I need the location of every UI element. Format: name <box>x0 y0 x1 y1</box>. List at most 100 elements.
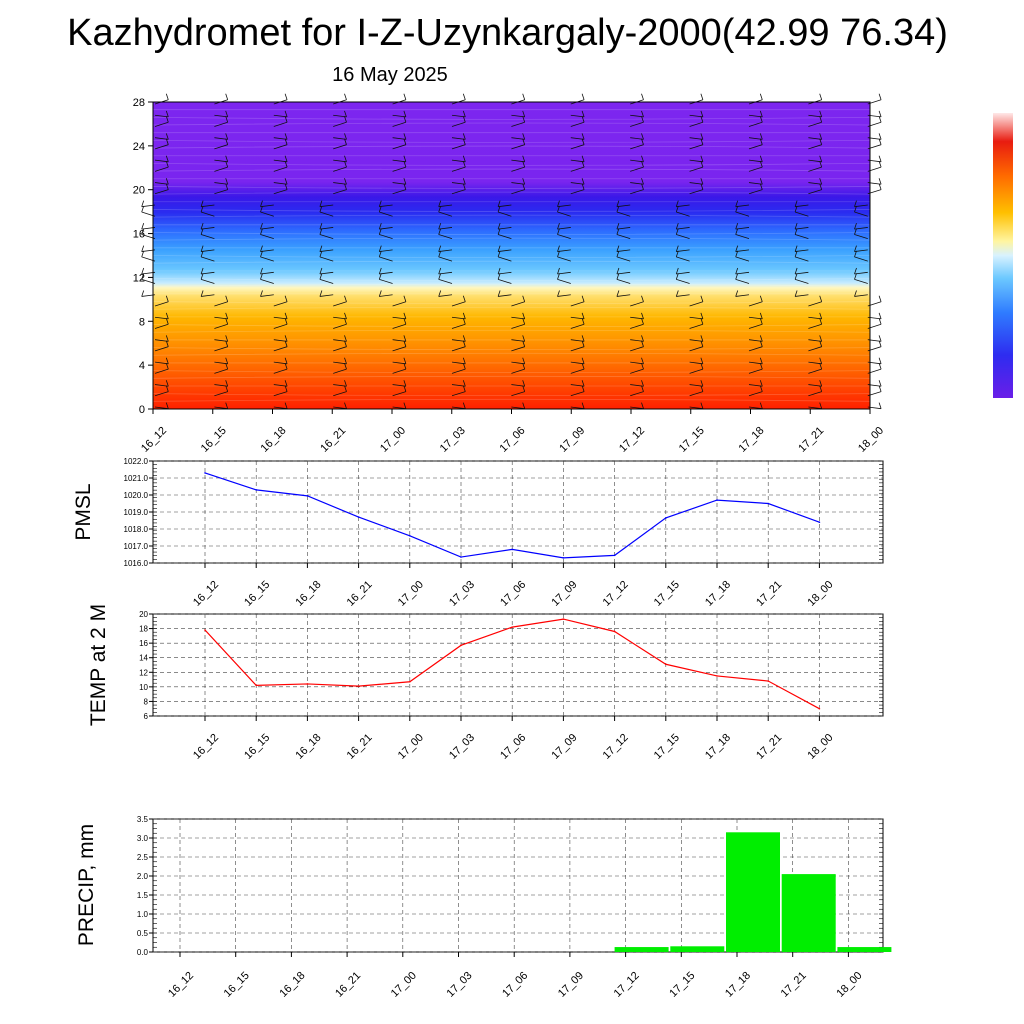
y-tick-label: 1022.0 <box>124 457 149 466</box>
wind-barb <box>451 121 466 127</box>
wind-barb <box>333 346 347 352</box>
y-axis-label: PMSL <box>72 483 95 540</box>
contour-line <box>152 301 871 304</box>
wind-barb <box>154 406 169 410</box>
wind-barb <box>759 335 763 342</box>
wind-barb <box>498 204 512 208</box>
wind-barb <box>284 318 288 325</box>
x-tick-label: 17_06 <box>498 579 528 609</box>
contour-line <box>152 163 871 166</box>
wind-barb <box>795 204 809 208</box>
wind-barb <box>451 159 466 163</box>
wind-barb <box>344 178 347 185</box>
wind-barb <box>735 249 750 252</box>
wind-barb <box>511 121 525 127</box>
wind-barb <box>273 114 288 118</box>
contour-line <box>152 375 871 379</box>
x-tick-label: 17_18 <box>703 579 733 609</box>
wind-barb <box>522 318 526 325</box>
wind-barb <box>225 335 229 342</box>
wind-barb <box>630 166 644 172</box>
y-tick-label: 6 <box>144 712 149 721</box>
wind-barb <box>165 138 169 145</box>
wind-barb <box>260 211 274 217</box>
wind-barb <box>344 138 347 145</box>
wind-barb <box>641 155 644 162</box>
wind-barb <box>735 273 739 280</box>
wind-barb <box>497 228 501 235</box>
wind-barb <box>630 323 644 329</box>
wind-barb <box>676 271 690 275</box>
wind-barb <box>438 267 442 275</box>
wind-barb <box>522 116 526 123</box>
wind-barb <box>154 384 169 387</box>
wind-barb <box>854 204 868 208</box>
wind-barb <box>200 211 215 217</box>
wind-barb <box>462 155 466 162</box>
wind-barb <box>378 228 382 235</box>
wind-barb <box>854 267 857 275</box>
wind-barb <box>201 227 215 230</box>
wind-barb <box>700 357 704 364</box>
wind-barb <box>260 222 263 230</box>
wind-barb <box>498 227 512 230</box>
wind-barb <box>759 183 763 190</box>
wind-barb <box>581 385 585 392</box>
wind-barb <box>854 249 868 252</box>
wind-barb <box>878 116 882 123</box>
wind-barb <box>154 137 169 140</box>
wind-barb <box>819 402 823 409</box>
wind-barb <box>497 273 501 280</box>
wind-barb <box>438 250 442 258</box>
wind-barb <box>438 256 453 262</box>
wind-barb <box>497 211 512 217</box>
wind-barb <box>675 245 679 252</box>
wind-barb <box>392 406 406 410</box>
wind-barb <box>214 391 228 397</box>
wind-barb <box>878 402 882 409</box>
wind-barb <box>675 228 679 235</box>
wind-barb <box>462 133 466 140</box>
wind-barb <box>676 249 690 252</box>
wind-barb <box>748 316 763 320</box>
wind-barb <box>735 200 739 207</box>
wind-barb <box>795 271 809 275</box>
wind-barb <box>878 161 882 168</box>
wind-barb <box>511 144 525 150</box>
y-tick-label: 4 <box>139 360 145 372</box>
wind-barb <box>511 361 525 365</box>
wind-barb <box>392 182 406 185</box>
wind-barb <box>557 204 571 208</box>
wind-barb <box>214 121 228 127</box>
data-point <box>357 685 360 687</box>
wind-barb <box>379 271 393 275</box>
wind-barb <box>403 318 407 325</box>
wind-barb <box>273 182 288 185</box>
wind-barb <box>522 312 526 320</box>
wind-barb <box>808 121 822 127</box>
wind-barb <box>333 114 347 118</box>
wind-barb <box>462 138 466 145</box>
wind-barb <box>378 205 382 213</box>
x-tick-label: 17_15 <box>667 970 697 1000</box>
wind-barb <box>735 211 750 217</box>
contour-line <box>152 329 871 333</box>
wind-barb <box>225 357 229 364</box>
wind-barb <box>319 234 334 240</box>
wind-barb <box>273 166 288 172</box>
x-tick-label: 17_18 <box>723 970 753 1000</box>
wind-barb <box>819 183 823 190</box>
data-point <box>204 629 206 631</box>
wind-barb <box>462 93 466 100</box>
wind-barb <box>748 323 763 329</box>
x-tick-label: 17_18 <box>737 425 767 455</box>
wind-barb <box>451 114 466 118</box>
wind-barb <box>273 361 288 365</box>
wind-barb <box>333 182 347 185</box>
wind-barb <box>392 361 406 365</box>
wind-barb <box>735 271 750 275</box>
wind-barb <box>748 339 763 342</box>
wind-barb <box>284 116 288 123</box>
wind-barb <box>794 228 798 235</box>
wind-barb <box>344 295 347 302</box>
